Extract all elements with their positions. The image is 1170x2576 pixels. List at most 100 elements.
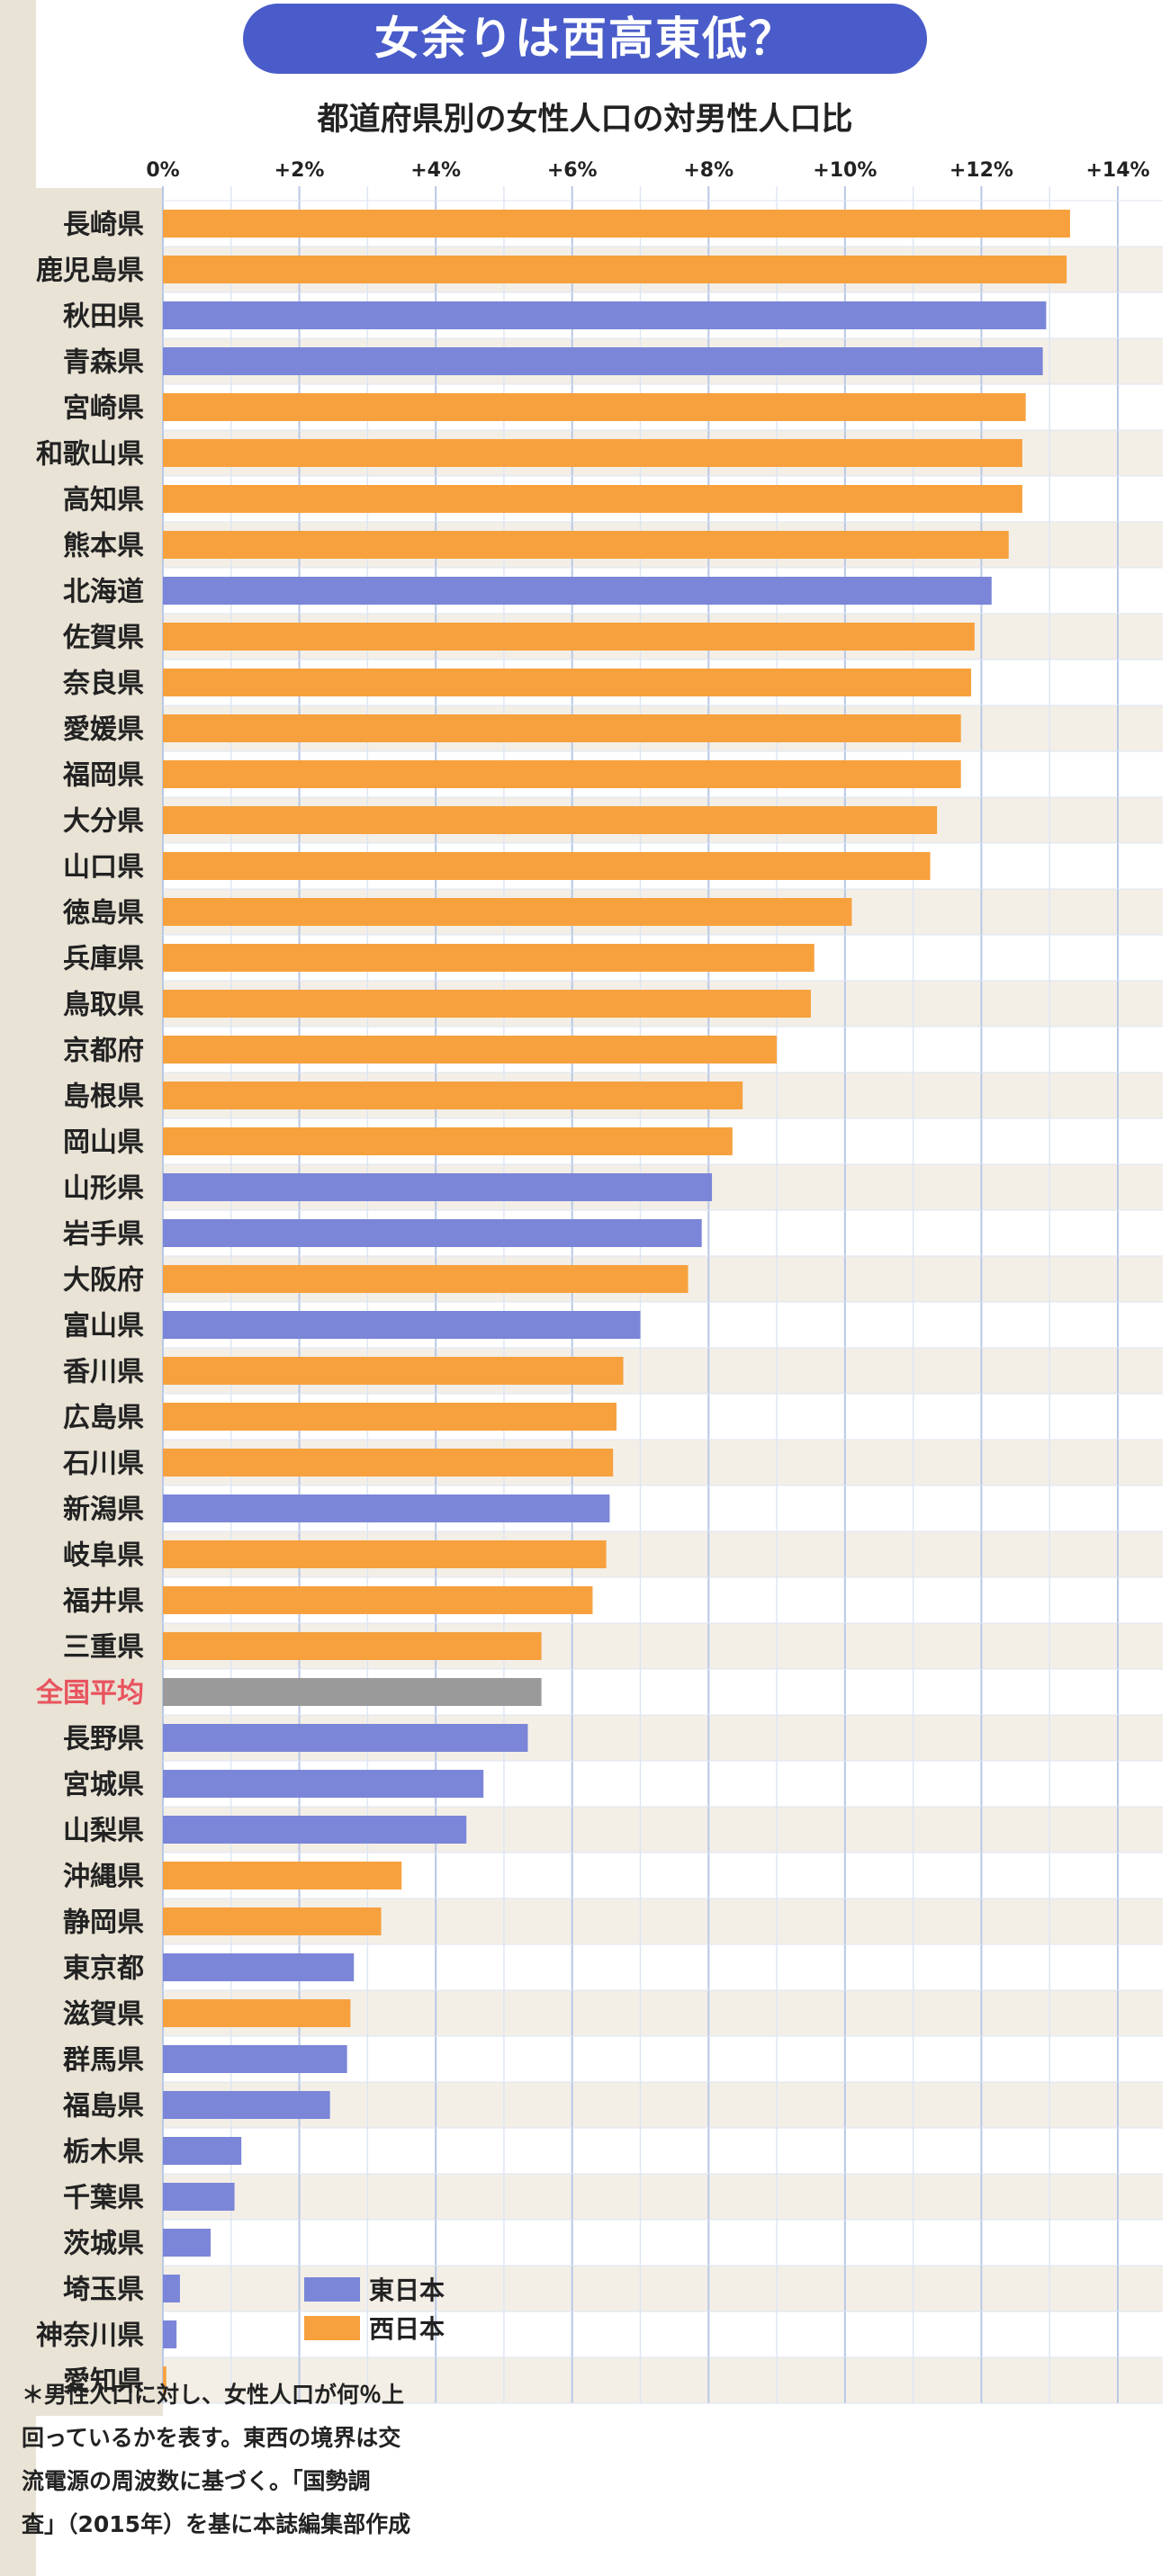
bar: [163, 1907, 382, 1935]
category-label: 新潟県: [63, 1494, 144, 1526]
category-label: 北海道: [63, 577, 144, 608]
bar: [163, 1219, 702, 1247]
category-label: 鹿児島県: [36, 256, 144, 287]
category-label: 長崎県: [63, 210, 144, 241]
category-label: 兵庫県: [63, 944, 144, 975]
bar: [163, 944, 814, 972]
category-label: 高知県: [63, 485, 144, 516]
bar: [163, 301, 1047, 329]
x-tick-label: +10%: [813, 159, 877, 182]
category-label: 福井県: [62, 1586, 144, 1618]
bar: [163, 1311, 641, 1339]
category-label: 奈良県: [62, 669, 144, 700]
category-label: 埼玉県: [63, 2275, 144, 2306]
bar: [163, 2045, 347, 2073]
legend-swatch: [304, 2277, 360, 2302]
bar: [163, 623, 975, 651]
bar: [163, 1999, 351, 2027]
bar: [163, 393, 1026, 421]
bar: [163, 990, 811, 1018]
bar: [163, 1770, 484, 1798]
x-tick-label: +12%: [950, 159, 1013, 182]
category-label: 愛媛県: [63, 714, 144, 746]
row-band: [163, 2174, 1163, 2220]
category-label: 秋田県: [63, 301, 144, 333]
chart-subtitle: 都道府県別の女性人口の対男性人口比: [317, 102, 853, 138]
category-label: 熊本県: [63, 531, 144, 562]
category-label: 大阪府: [63, 1265, 144, 1297]
x-tick-label: +8%: [683, 159, 734, 182]
x-tick-label: +2%: [274, 159, 325, 182]
category-label: 長野県: [63, 1724, 144, 1755]
category-label: 東京都: [63, 1953, 144, 1985]
bar: [163, 1862, 402, 1889]
category-label: 神奈川県: [36, 2320, 144, 2352]
category-label: 島根県: [63, 1082, 144, 1113]
category-label: 岩手県: [63, 1219, 144, 1251]
bar: [163, 1953, 355, 1981]
category-label: 香川県: [63, 1357, 144, 1388]
category-label: 静岡県: [63, 1907, 144, 1939]
category-label: 愛知県: [63, 2366, 144, 2398]
bar: [163, 2183, 235, 2211]
category-label: 鳥取県: [63, 990, 144, 1021]
category-label: 石川県: [62, 1449, 144, 1480]
category-label: 千葉県: [63, 2183, 144, 2214]
bar: [163, 714, 961, 742]
bar: [163, 1449, 614, 1476]
bar: [163, 1036, 778, 1064]
bar: [163, 439, 1022, 467]
category-label: 広島県: [63, 1403, 144, 1434]
bar: [163, 806, 938, 834]
x-tick-label: 0%: [146, 159, 179, 182]
category-label: 大分県: [63, 806, 144, 838]
bar: [163, 852, 931, 880]
bar: [163, 1127, 733, 1155]
x-tick-label: +4%: [410, 159, 461, 182]
row-band: [163, 2357, 1163, 2403]
chart-title: 女余りは西高東低？: [243, 4, 927, 74]
bar: [163, 1540, 607, 1568]
category-label: 富山県: [63, 1311, 144, 1342]
bar: [163, 760, 961, 788]
bar: [163, 1586, 593, 1614]
category-label: 宮城県: [63, 1770, 144, 1801]
category-label: 滋賀県: [63, 1999, 144, 2031]
category-label: 群馬県: [63, 2045, 144, 2077]
bar: [163, 1173, 713, 1201]
bar: [163, 577, 992, 605]
bar: [163, 669, 972, 696]
bar: [163, 347, 1043, 375]
bar: [163, 2137, 242, 2165]
bar: [163, 2229, 212, 2257]
x-tick-label: +14%: [1085, 159, 1149, 182]
legend-label: 東日本: [369, 2275, 445, 2305]
category-label: 岐阜県: [63, 1540, 144, 1572]
left-edge-bg: [0, 0, 36, 2576]
bar: [163, 1632, 542, 1660]
category-label: 和歌山県: [36, 439, 144, 471]
category-label: 宮崎県: [63, 393, 144, 425]
bar: [163, 531, 1009, 559]
bar: [163, 1082, 743, 1109]
category-label: 青森県: [63, 347, 144, 379]
bar: [163, 256, 1067, 283]
category-label: 福岡県: [62, 760, 144, 792]
bar: [163, 2091, 330, 2119]
bar: [163, 1357, 624, 1385]
footnote: ＊男性人口に対し、女性人口が何％上 回っているかを表す。東西の境界は交 流電源の…: [22, 2382, 411, 2537]
bar: [163, 2275, 180, 2302]
category-label: 栃木県: [63, 2137, 144, 2168]
bar: [163, 1494, 610, 1522]
category-label: 沖縄県: [63, 1862, 144, 1893]
category-label: 三重県: [63, 1632, 144, 1664]
category-label: 徳島県: [62, 898, 144, 929]
bar: [163, 1678, 542, 1706]
bar: [163, 2366, 166, 2394]
bar: [163, 898, 852, 926]
bar: [163, 485, 1022, 513]
category-label: 山口県: [63, 852, 144, 884]
bar: [163, 210, 1070, 238]
